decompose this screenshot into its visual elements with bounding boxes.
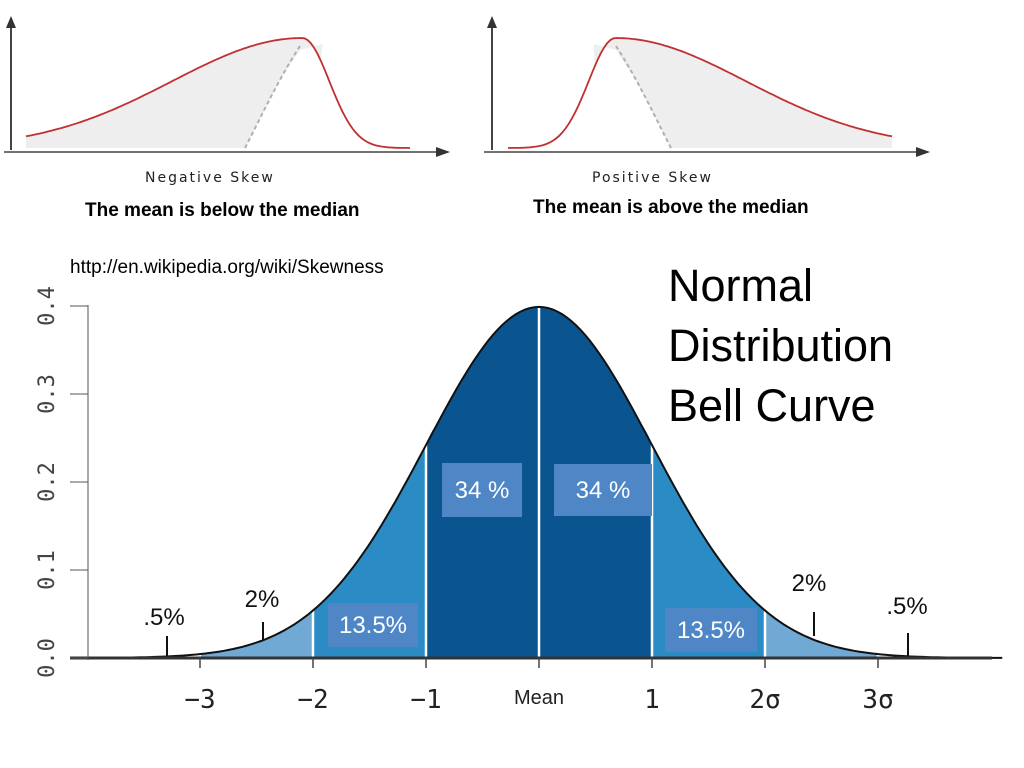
region-area-6 — [765, 610, 878, 658]
x-tick-label: −1 — [410, 685, 441, 715]
label-0-5-left: .5% — [143, 604, 184, 631]
bell-curve-line — [75, 305, 1003, 659]
positive-skew-label: Positive Skew — [592, 170, 713, 186]
positive-skew-caption: The mean is above the median — [533, 197, 809, 218]
label-2-left: 2% — [245, 586, 280, 613]
negative-skew-x-arrow — [436, 147, 450, 157]
label-34-left-box — [442, 463, 522, 517]
x-tick-label: Mean — [514, 687, 564, 709]
x-tick-label: 3σ — [862, 685, 893, 715]
title-line-3: Bell Curve — [668, 380, 876, 431]
normal-distribution-chart: 0.00.10.20.30.4 −3 −2 −1 Mean 1 2σ 3σ 34 % 34 %… — [35, 286, 1003, 715]
x-ticks: −3 −2 −1 Mean 1 2σ 3σ — [184, 658, 894, 715]
y-tick-label: 0.1 — [35, 550, 60, 590]
label-13-5-left-box — [328, 603, 418, 647]
positive-skew-median-dash — [615, 45, 672, 149]
label-34-left: 34 % — [455, 477, 510, 504]
y-tick-label: 0.2 — [35, 462, 60, 502]
negative-skew-median-dash — [244, 45, 301, 149]
y-tick-label: 0.3 — [35, 374, 60, 414]
positive-skew-fill — [594, 38, 892, 148]
x-tick-label: 2σ — [749, 685, 780, 715]
positive-skew-chart — [484, 16, 930, 157]
negative-skew-y-arrow — [6, 16, 16, 28]
label-0-5-right: .5% — [886, 593, 927, 620]
label-34-right-box — [554, 464, 652, 516]
title-line-1: Normal — [668, 260, 814, 311]
y-tick-label: 0.0 — [35, 638, 60, 678]
x-tick-label: −3 — [184, 685, 215, 715]
label-13-5-left: 13.5% — [339, 612, 407, 639]
region-area-1 — [200, 610, 313, 658]
positive-skew-y-arrow — [487, 16, 497, 28]
x-tick-label: 1 — [644, 685, 660, 715]
negative-skew-fill — [26, 38, 323, 148]
y-tick-label: 0.4 — [35, 286, 60, 326]
label-2-right: 2% — [792, 570, 827, 597]
region-labels: 34 % 34 % 13.5% 13.5% 2% 2% .5% .5% — [143, 463, 928, 656]
negative-skew-caption: The mean is below the median — [85, 200, 360, 221]
title-line-2: Distribution — [668, 320, 894, 371]
y-ticks: 0.0 0.1 0.2 0.3 0.4 — [35, 286, 88, 678]
chart-title: Normal Distribution Bell Curve — [668, 256, 893, 436]
positive-skew-x-arrow — [916, 147, 930, 157]
negative-skew-chart — [4, 16, 450, 157]
label-13-5-right-box — [665, 608, 757, 652]
negative-skew-label: Negative Skew — [145, 170, 275, 186]
negative-skew-curve — [25, 37, 411, 149]
positive-skew-curve — [507, 37, 893, 149]
label-13-5-right: 13.5% — [677, 617, 745, 644]
x-tick-label: −2 — [297, 685, 328, 715]
label-34-right: 34 % — [576, 477, 631, 504]
source-url-text: http://en.wikipedia.org/wiki/Skewness — [70, 257, 384, 278]
